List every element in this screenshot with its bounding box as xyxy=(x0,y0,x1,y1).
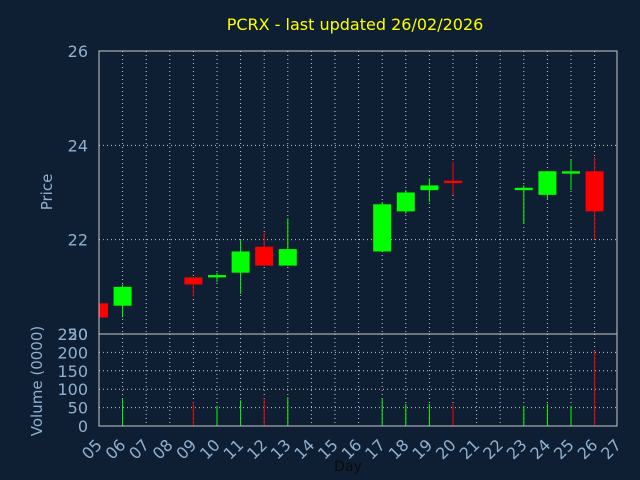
volume-gridlines xyxy=(99,334,617,426)
volume-y-tick-label: 0 xyxy=(78,417,88,436)
candle-body xyxy=(231,251,250,273)
candle-body xyxy=(278,249,297,266)
candle-body xyxy=(113,286,132,306)
candle-body xyxy=(255,246,274,266)
volume-y-tick-label: 250 xyxy=(57,325,88,344)
volume-y-tick-label: 200 xyxy=(57,343,88,362)
candle-body xyxy=(562,171,580,174)
volume-y-tick-label: 100 xyxy=(57,380,88,399)
candle-body xyxy=(396,192,415,212)
volume-y-tick-label: 50 xyxy=(68,399,88,418)
price-y-tick-label: 22 xyxy=(68,231,88,250)
candle-body xyxy=(538,171,557,195)
price-y-ticks: 20 22 24 26 xyxy=(68,42,88,344)
candle-body xyxy=(99,303,108,318)
volume-panel-frame xyxy=(98,333,618,427)
chart-title: PCRX - last updated 26/02/2026 xyxy=(227,15,484,34)
volume-bars xyxy=(122,350,596,426)
price-y-tick-label: 26 xyxy=(68,42,88,61)
volume-axis-label: Volume (0000) xyxy=(28,326,46,436)
candle-body xyxy=(420,185,439,191)
price-y-tick-label: 20 xyxy=(68,325,88,344)
candle-body xyxy=(585,171,604,212)
x-tick-label: 27 xyxy=(597,435,625,463)
candle-body xyxy=(373,204,392,252)
price-axis-label: Price xyxy=(38,174,56,211)
price-candles xyxy=(98,157,604,318)
candle-body xyxy=(208,275,226,278)
volume-y-tick-label: 150 xyxy=(57,362,88,381)
candle-body xyxy=(444,180,462,184)
candle-body xyxy=(514,187,533,191)
candle-body xyxy=(184,277,203,285)
x-axis-label: Day xyxy=(334,459,362,475)
price-y-tick-label: 24 xyxy=(68,136,88,155)
